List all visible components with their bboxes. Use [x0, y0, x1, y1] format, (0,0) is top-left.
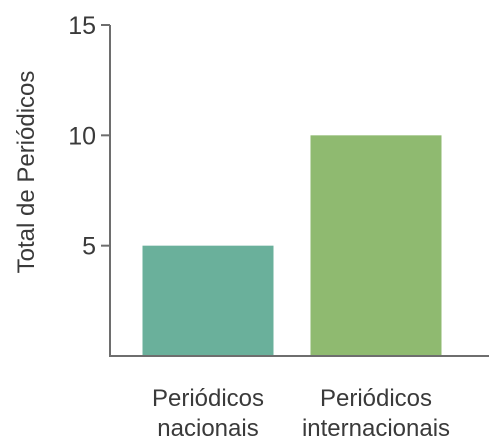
- bar-1: [142, 245, 274, 356]
- y-axis-title: Total de Periódicos: [13, 71, 40, 274]
- y-tick-label: 10: [68, 122, 96, 150]
- x-category-label: Periódicos internacionais: [302, 385, 450, 441]
- bars-group: [142, 135, 442, 356]
- y-tick-label: 5: [82, 233, 96, 261]
- bar-2: [310, 135, 442, 356]
- y-axis: 5 10 15: [68, 12, 111, 356]
- x-axis: Periódicos nacionais Periódicos internacion…: [109, 355, 489, 441]
- y-tick-label: 15: [68, 12, 96, 40]
- x-category-label: Periódicos nacionais: [152, 385, 264, 441]
